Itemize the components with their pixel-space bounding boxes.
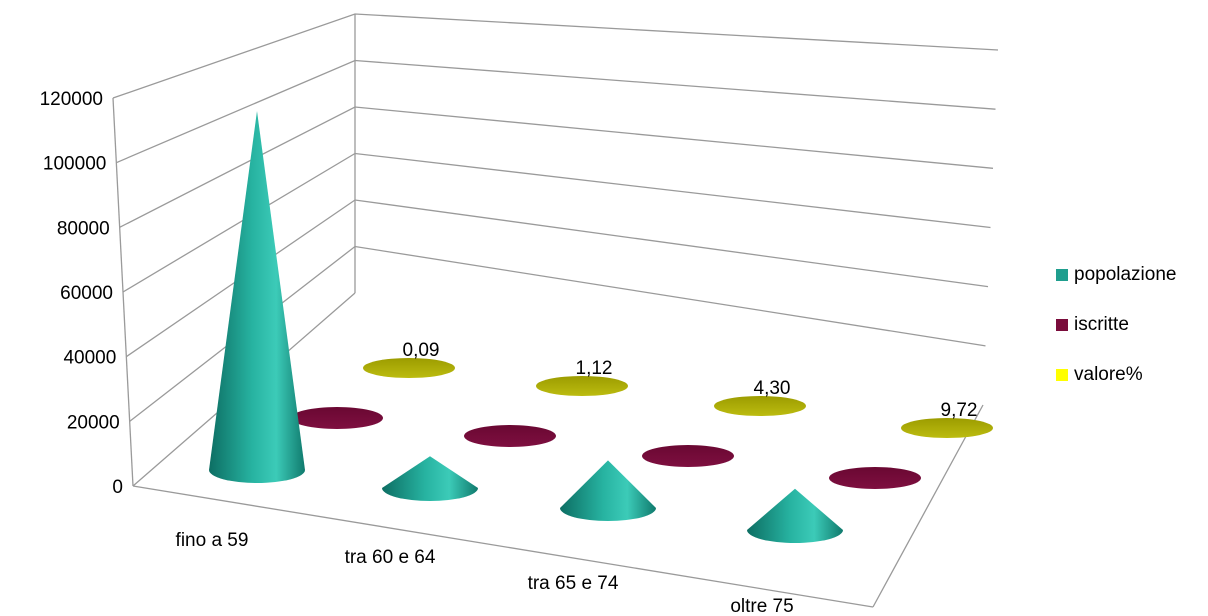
legend-swatch	[1056, 319, 1068, 331]
y-tick-label: 60000	[60, 283, 113, 304]
gridline	[116, 59, 996, 164]
legend: popolazione iscritte valore%	[1056, 262, 1176, 412]
legend-label: popolazione	[1074, 264, 1177, 285]
y-tick-label: 100000	[43, 154, 106, 175]
legend-item-valore: valore%	[1056, 362, 1176, 388]
disc-valore	[536, 376, 628, 396]
data-label-valore: 0,09	[403, 340, 440, 361]
gridline	[129, 245, 986, 422]
gridlines	[112, 13, 999, 422]
disc-iscritte	[464, 425, 556, 447]
gridline	[119, 106, 994, 228]
y-tick-label: 0	[112, 477, 123, 498]
x-axis-labels: fino a 59 tra 60 e 64 tra 65 e 74 oltre 75	[176, 530, 794, 616]
y-tick-label: 40000	[63, 348, 116, 369]
disc-iscritte	[829, 467, 921, 489]
gridline	[125, 199, 989, 358]
disc-iscritte	[642, 445, 734, 467]
y-axis-ticks: 0 20000 40000 60000 80000 100000 120000	[40, 89, 123, 498]
legend-label: valore%	[1074, 364, 1143, 385]
legend-swatch	[1056, 369, 1068, 381]
disc-valore	[363, 358, 455, 378]
gridline	[112, 13, 999, 99]
chart-marks: 0,09 1,12 4,30 9,72	[209, 111, 993, 543]
legend-label: iscritte	[1074, 314, 1129, 335]
legend-swatch	[1056, 269, 1068, 281]
floor-front-edge	[132, 485, 874, 608]
cone-popolazione	[747, 488, 843, 543]
floor-right-edge	[872, 404, 984, 608]
cone-popolazione	[382, 456, 478, 501]
y-tick-label: 80000	[57, 218, 110, 239]
cone-popolazione	[560, 460, 656, 521]
disc-valore	[901, 418, 993, 438]
y-tick-label: 120000	[40, 89, 103, 110]
legend-item-iscritte: iscritte	[1056, 312, 1176, 338]
data-label-valore: 9,72	[941, 400, 978, 421]
data-label-valore: 4,30	[754, 378, 791, 399]
x-category-label: tra 60 e 64	[345, 547, 436, 568]
x-category-label: tra 65 e 74	[528, 573, 619, 594]
disc-iscritte	[291, 407, 383, 429]
y-tick-label: 20000	[67, 412, 120, 433]
legend-item-popolazione: popolazione	[1056, 262, 1176, 288]
cone-popolazione	[209, 111, 305, 483]
disc-valore	[714, 396, 806, 416]
data-label-valore: 1,12	[576, 358, 613, 379]
gridline	[122, 152, 991, 293]
x-category-label: fino a 59	[176, 530, 249, 551]
x-category-label: oltre 75	[730, 596, 793, 616]
